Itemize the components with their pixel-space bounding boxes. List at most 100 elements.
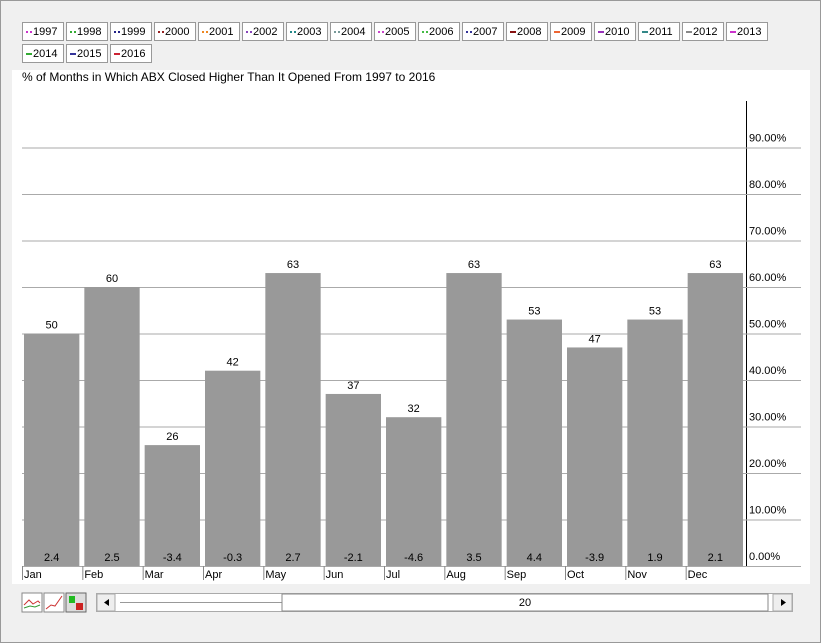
inner-label: -3.4	[163, 552, 182, 564]
legend-button[interactable]	[550, 22, 592, 41]
x-tick-label: Dec	[688, 569, 708, 581]
value-label: 37	[347, 380, 359, 392]
arrow	[781, 599, 786, 606]
x-tick-label: Jun	[326, 569, 344, 581]
bar	[144, 445, 200, 566]
value-label: 63	[709, 259, 721, 271]
x-tick-label: Apr	[205, 569, 222, 581]
view-icons[interactable]	[21, 592, 87, 613]
legend-button[interactable]	[418, 22, 460, 41]
inner-label: 2.7	[285, 552, 300, 564]
bar	[567, 347, 623, 566]
y-tick-label: 10.00%	[749, 504, 787, 516]
legend-label: 2009	[561, 26, 585, 38]
bar	[84, 287, 140, 566]
bar	[205, 370, 261, 566]
legend-label: 1999	[121, 26, 145, 38]
legend-label: 2008	[517, 26, 541, 38]
value-label: 42	[227, 357, 239, 369]
legend-button[interactable]	[506, 22, 548, 41]
bar	[446, 273, 502, 566]
inner-label: 2.1	[708, 552, 723, 564]
scroll-thumb[interactable]	[281, 593, 769, 612]
value-label: 63	[468, 259, 480, 271]
x-tick-label: Feb	[84, 569, 103, 581]
legend-label: 2000	[165, 26, 189, 38]
legend-button[interactable]	[66, 44, 108, 63]
value-label: 53	[528, 305, 540, 317]
y-tick-label: 90.00%	[749, 132, 787, 144]
legend-label: 2003	[297, 26, 321, 38]
legend-label: 2001	[209, 26, 233, 38]
legend-label: 2013	[737, 26, 761, 38]
legend-button[interactable]	[638, 22, 680, 41]
value-label: 32	[408, 403, 420, 415]
inner-label: -2.1	[344, 552, 363, 564]
y-tick-label: 40.00%	[749, 365, 787, 377]
legend-button[interactable]	[682, 22, 724, 41]
legend-button[interactable]	[22, 22, 64, 41]
y-tick-label: 70.00%	[749, 225, 787, 237]
legend-label: 2014	[33, 48, 57, 60]
icon	[23, 599, 41, 606]
legend-button[interactable]	[330, 22, 372, 41]
legend-button[interactable]	[594, 22, 636, 41]
legend-button[interactable]	[198, 22, 240, 41]
chart-title: % of Months in Which ABX Closed Higher T…	[22, 70, 436, 84]
value-label: 60	[106, 273, 118, 285]
value-label: 26	[166, 431, 178, 443]
legend-button[interactable]	[110, 22, 152, 41]
x-tick-label: Jul	[386, 569, 400, 581]
legend-label: 2002	[253, 26, 277, 38]
bar	[687, 273, 743, 566]
icon	[76, 603, 83, 610]
value-label: 47	[589, 333, 601, 345]
legend-button[interactable]	[374, 22, 416, 41]
value-label: 63	[287, 259, 299, 271]
icon	[69, 596, 75, 603]
legend-label: 2004	[341, 26, 365, 38]
legend-button[interactable]	[154, 22, 196, 41]
legend-label: 2007	[473, 26, 497, 38]
legend-label: 1998	[77, 26, 101, 38]
legend-label: 2006	[429, 26, 453, 38]
legend-label: 2011	[649, 26, 673, 38]
bar	[386, 417, 442, 566]
inner-label: 2.4	[44, 552, 59, 564]
legend-button[interactable]	[286, 22, 328, 41]
scrollbar[interactable]: 20	[96, 593, 793, 612]
inner-label: -0.3	[223, 552, 242, 564]
cumulative-view-button[interactable]	[43, 592, 65, 613]
value-label: 50	[46, 319, 58, 331]
legend-label: 2015	[77, 48, 101, 60]
bar	[627, 319, 683, 566]
inner-label: 3.5	[466, 552, 481, 564]
legend-button[interactable]	[66, 22, 108, 41]
legend-button[interactable]	[22, 44, 64, 63]
x-tick-label: May	[265, 569, 286, 581]
inner-label: 2.5	[104, 552, 119, 564]
y-tick-label: 60.00%	[749, 272, 787, 284]
legend-label: 2010	[605, 26, 629, 38]
y-tick-label: 0.00%	[749, 551, 780, 563]
legend-button[interactable]	[462, 22, 504, 41]
y-tick-label: 30.00%	[749, 411, 787, 423]
inner-label: -4.6	[404, 552, 423, 564]
legend-button[interactable]	[242, 22, 284, 41]
x-tick-label: Aug	[446, 569, 466, 581]
legend-label: 2016	[121, 48, 145, 60]
icon	[23, 604, 41, 609]
bar	[24, 333, 80, 566]
y-tick-label: 20.00%	[749, 458, 787, 470]
x-tick-label: Nov	[627, 569, 647, 581]
legend-button[interactable]	[110, 44, 152, 63]
inner-label: -3.9	[585, 552, 604, 564]
legend-label: 2012	[693, 26, 717, 38]
x-tick-label: Jan	[24, 569, 42, 581]
bar	[325, 393, 381, 566]
legend-button[interactable]	[726, 22, 768, 41]
legend-label: 1997	[33, 26, 57, 38]
legend-label: 2005	[385, 26, 409, 38]
icon	[45, 595, 63, 610]
